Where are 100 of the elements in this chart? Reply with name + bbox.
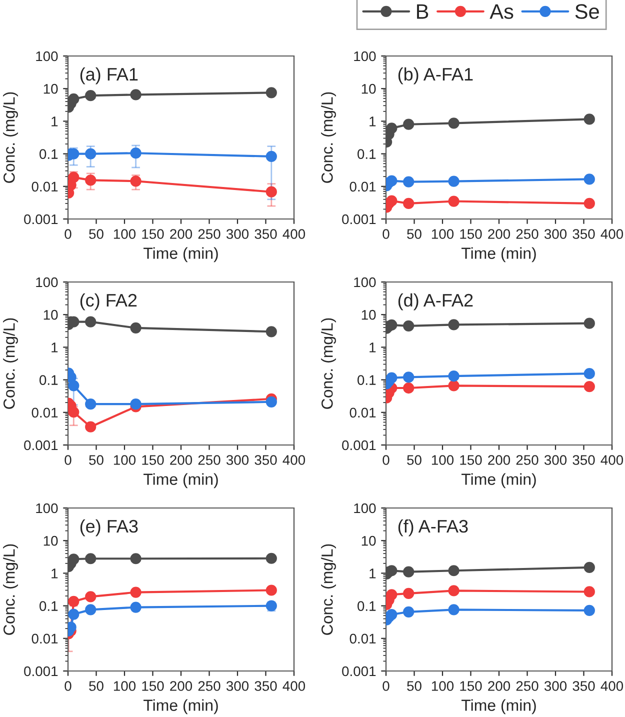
x-axis-title: Time (min) <box>462 247 536 262</box>
x-tick-label: 200 <box>488 681 510 691</box>
y-tick-label: 0.1 <box>358 149 376 159</box>
text: (c) FA2 <box>80 293 137 310</box>
text: (b) A-FA1 <box>398 67 473 84</box>
y-tick-label: 100 <box>354 503 376 514</box>
x-tick-label: 250 <box>198 229 220 239</box>
x-axis-title: Time (min) <box>462 699 536 714</box>
y-tick-label: 1 <box>52 568 58 578</box>
x-tick-label: 50 <box>89 455 104 465</box>
y-tick-label: 10 <box>362 310 376 320</box>
y-tick-label: 0.001 <box>24 666 58 676</box>
y-tick-label: 0.01 <box>32 182 58 192</box>
text: (a) FA1 <box>80 67 138 84</box>
y-tick-label: 0.1 <box>358 601 376 611</box>
x-tick-label: 250 <box>198 681 220 691</box>
x-tick-label: 150 <box>142 229 164 239</box>
y-axis-title: Conc. (mg/L) <box>3 544 18 635</box>
y-tick-label: 0.001 <box>342 666 376 676</box>
y-tick-label: 1 <box>52 116 58 126</box>
legend-label: B <box>417 4 428 19</box>
y-tick-label: 0.001 <box>342 214 376 224</box>
x-axis-title: Time (min) <box>144 247 218 262</box>
y-tick-label: 0.01 <box>350 634 376 644</box>
text: (e) FA3 <box>80 519 138 536</box>
x-tick-label: 150 <box>142 455 164 465</box>
y-tick-label: 100 <box>36 503 58 514</box>
x-tick-label: 350 <box>254 455 277 465</box>
y-tick-label: 10 <box>362 536 376 546</box>
y-tick-label: 0.001 <box>24 214 58 224</box>
y-tick-label: 0.001 <box>342 440 376 450</box>
text: (f) A-FA3 <box>398 519 468 536</box>
x-tick-label: 200 <box>170 455 192 465</box>
x-tick-label: 50 <box>407 455 422 465</box>
y-tick-label: 10 <box>44 84 58 94</box>
y-axis-title: Conc. (mg/L) <box>321 318 336 409</box>
x-tick-label: 50 <box>89 681 104 691</box>
y-tick-label: 0.001 <box>24 440 58 450</box>
x-axis-title: Time (min) <box>144 473 218 488</box>
x-tick-label: 200 <box>170 681 192 691</box>
y-tick-label: 10 <box>44 536 58 546</box>
x-tick-label: 100 <box>114 229 136 239</box>
y-tick-label: 100 <box>354 277 376 288</box>
x-tick-label: 300 <box>544 455 567 465</box>
x-tick-label: 100 <box>432 455 454 465</box>
x-tick-label: 0 <box>64 681 72 691</box>
y-tick-label: 100 <box>36 51 58 62</box>
text: (d) A-FA2 <box>398 293 473 310</box>
x-tick-label: 350 <box>254 229 277 239</box>
x-tick-label: 200 <box>488 229 510 239</box>
x-tick-label: 0 <box>382 455 390 465</box>
x-tick-label: 0 <box>64 455 72 465</box>
x-tick-label: 350 <box>254 681 277 691</box>
x-tick-label: 200 <box>170 229 192 239</box>
x-tick-label: 400 <box>282 455 306 465</box>
x-tick-label: 50 <box>407 681 422 691</box>
y-tick-label: 10 <box>362 84 376 94</box>
x-tick-label: 150 <box>460 229 482 239</box>
x-tick-label: 200 <box>488 455 510 465</box>
x-tick-label: 400 <box>282 229 306 239</box>
x-tick-label: 100 <box>114 455 136 465</box>
y-tick-label: 1 <box>370 342 376 352</box>
y-tick-label: 10 <box>44 310 58 320</box>
y-tick-label: 1 <box>370 116 376 126</box>
x-tick-label: 300 <box>544 681 567 691</box>
y-tick-label: 0.01 <box>350 408 376 418</box>
x-tick-label: 100 <box>432 681 454 691</box>
y-tick-label: 1 <box>370 568 376 578</box>
y-tick-label: 0.01 <box>32 634 58 644</box>
y-tick-label: 0.01 <box>350 182 376 192</box>
x-tick-label: 0 <box>382 681 390 691</box>
y-tick-label: 100 <box>354 51 376 62</box>
y-axis-title: Conc. (mg/L) <box>3 318 18 409</box>
x-tick-label: 400 <box>600 455 624 465</box>
x-tick-label: 300 <box>544 229 567 239</box>
y-tick-label: 0.1 <box>40 375 58 385</box>
y-axis-title: Conc. (mg/L) <box>321 544 336 635</box>
y-axis-title: Conc. (mg/L) <box>3 92 18 183</box>
x-tick-label: 250 <box>516 229 538 239</box>
x-tick-label: 100 <box>114 681 136 691</box>
y-axis-title: Conc. (mg/L) <box>321 92 336 183</box>
y-tick-label: 0.1 <box>40 149 58 159</box>
x-tick-label: 400 <box>600 229 624 239</box>
x-axis-title: Time (min) <box>462 473 536 488</box>
y-tick-label: 0.01 <box>32 408 58 418</box>
x-tick-label: 350 <box>572 455 595 465</box>
y-tick-label: 0.1 <box>40 601 58 611</box>
x-tick-label: 400 <box>600 681 624 691</box>
y-tick-label: 1 <box>52 342 58 352</box>
x-tick-label: 250 <box>516 455 538 465</box>
x-axis-title: Time (min) <box>144 699 218 714</box>
x-tick-label: 150 <box>460 455 482 465</box>
x-tick-label: 300 <box>226 229 249 239</box>
x-tick-label: 300 <box>226 681 249 691</box>
x-tick-label: 0 <box>64 229 72 239</box>
x-tick-label: 50 <box>407 229 422 239</box>
x-tick-label: 50 <box>89 229 104 239</box>
x-tick-label: 250 <box>198 455 220 465</box>
x-tick-label: 350 <box>572 681 595 691</box>
x-tick-label: 250 <box>516 681 538 691</box>
